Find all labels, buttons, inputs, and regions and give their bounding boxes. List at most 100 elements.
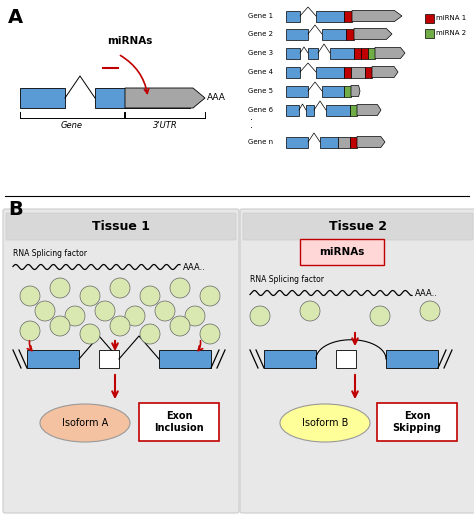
Text: RNA Splicing factor: RNA Splicing factor	[13, 249, 87, 257]
Text: RNA Splicing factor: RNA Splicing factor	[250, 275, 324, 283]
Text: miRNA 1: miRNA 1	[436, 15, 466, 21]
Bar	[350, 105, 357, 116]
Polygon shape	[125, 88, 205, 108]
Text: AAA..: AAA..	[183, 263, 206, 271]
Circle shape	[50, 316, 70, 336]
Text: B: B	[8, 200, 23, 219]
Bar	[264, 350, 316, 368]
Bar	[286, 67, 300, 77]
Bar	[286, 86, 308, 96]
Circle shape	[125, 306, 145, 326]
Text: Gene: Gene	[61, 121, 83, 130]
Bar	[351, 67, 365, 77]
Text: miRNAs: miRNAs	[319, 247, 365, 257]
Text: Gene 6: Gene 6	[248, 107, 273, 113]
Bar	[344, 67, 351, 77]
Circle shape	[110, 316, 130, 336]
Polygon shape	[357, 137, 385, 148]
Bar	[344, 86, 351, 96]
Circle shape	[250, 306, 270, 326]
Bar	[326, 105, 350, 116]
FancyBboxPatch shape	[243, 213, 473, 240]
Polygon shape	[352, 10, 402, 22]
Polygon shape	[372, 67, 398, 77]
Bar	[286, 28, 308, 40]
Bar	[425, 14, 434, 23]
Bar	[125, 88, 190, 108]
Bar	[306, 105, 314, 116]
Polygon shape	[375, 47, 405, 58]
Text: AAA..: AAA..	[415, 288, 438, 298]
Circle shape	[420, 301, 440, 321]
Text: AAA: AAA	[207, 93, 226, 103]
Bar	[346, 28, 354, 40]
Circle shape	[65, 306, 85, 326]
Text: miRNA 2: miRNA 2	[436, 30, 466, 36]
Bar	[316, 67, 344, 77]
Circle shape	[140, 324, 160, 344]
Text: Gene 5: Gene 5	[248, 88, 273, 94]
Text: Tissue 1: Tissue 1	[92, 219, 150, 233]
Circle shape	[200, 286, 220, 306]
Bar	[322, 28, 346, 40]
Bar	[286, 10, 300, 22]
Bar	[336, 350, 356, 368]
Bar	[386, 350, 438, 368]
Circle shape	[140, 286, 160, 306]
Bar	[27, 350, 79, 368]
Circle shape	[80, 324, 100, 344]
Ellipse shape	[40, 404, 130, 442]
FancyBboxPatch shape	[300, 239, 384, 265]
Bar	[338, 137, 350, 148]
Circle shape	[95, 301, 115, 321]
FancyBboxPatch shape	[139, 403, 219, 441]
Circle shape	[35, 301, 55, 321]
Bar	[320, 137, 338, 148]
Bar	[316, 10, 344, 22]
Polygon shape	[357, 105, 381, 116]
Bar	[20, 88, 65, 108]
Circle shape	[185, 306, 205, 326]
Bar	[95, 88, 125, 108]
Text: Gene 4: Gene 4	[248, 69, 273, 75]
Bar	[344, 10, 352, 22]
Bar	[361, 47, 368, 58]
Circle shape	[300, 301, 320, 321]
Bar	[322, 86, 344, 96]
Bar	[308, 47, 318, 58]
Circle shape	[170, 316, 190, 336]
Text: Gene 1: Gene 1	[248, 13, 273, 19]
Bar	[354, 47, 361, 58]
Bar	[286, 105, 299, 116]
Text: Exon
Inclusion: Exon Inclusion	[154, 411, 204, 433]
FancyBboxPatch shape	[240, 209, 474, 513]
Text: Gene 3: Gene 3	[248, 50, 273, 56]
Bar	[350, 137, 357, 148]
Circle shape	[110, 278, 130, 298]
Circle shape	[155, 301, 175, 321]
Polygon shape	[351, 86, 360, 96]
Circle shape	[50, 278, 70, 298]
Text: Tissue 2: Tissue 2	[329, 219, 387, 233]
Polygon shape	[354, 28, 392, 40]
FancyBboxPatch shape	[6, 213, 236, 240]
Bar	[99, 350, 119, 368]
Bar	[159, 350, 211, 368]
Text: Gene n: Gene n	[248, 139, 273, 145]
Bar	[330, 47, 354, 58]
Bar	[286, 137, 308, 148]
Ellipse shape	[280, 404, 370, 442]
Text: Gene 2: Gene 2	[248, 31, 273, 37]
Bar	[365, 67, 372, 77]
Circle shape	[170, 278, 190, 298]
Circle shape	[370, 306, 390, 326]
Text: miRNAs: miRNAs	[107, 36, 153, 46]
Text: A: A	[8, 8, 23, 27]
Circle shape	[200, 324, 220, 344]
Text: Isoform A: Isoform A	[62, 418, 108, 428]
Circle shape	[20, 321, 40, 341]
Bar	[425, 29, 434, 38]
Bar	[286, 47, 300, 58]
Circle shape	[80, 286, 100, 306]
Text: Exon
Skipping: Exon Skipping	[392, 411, 441, 433]
